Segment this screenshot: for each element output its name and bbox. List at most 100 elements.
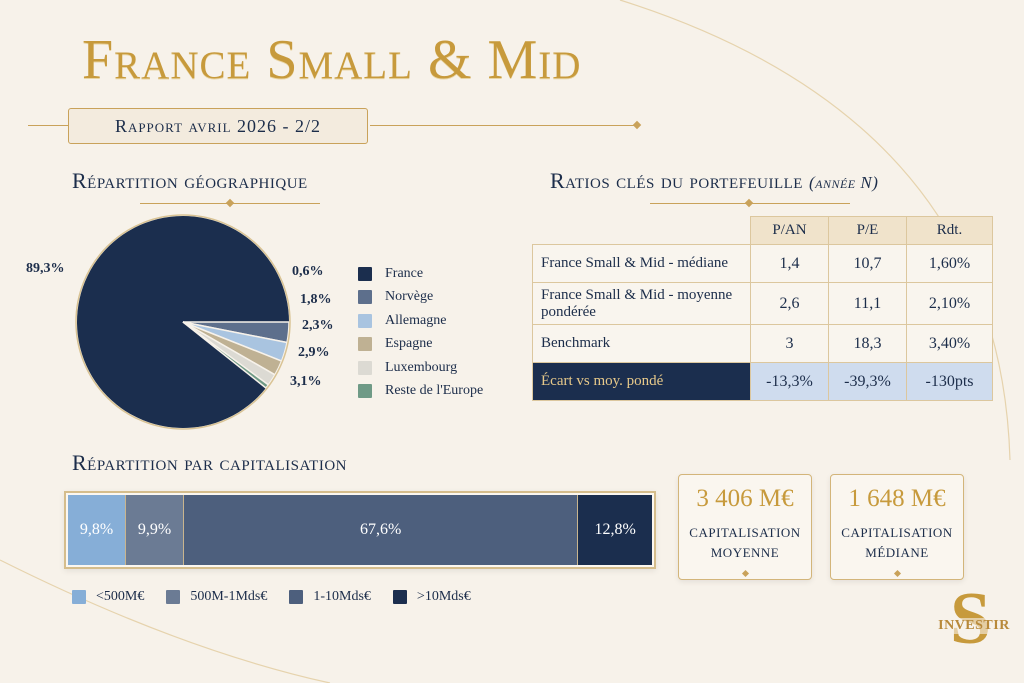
ratios-cell: 1,60% [906, 244, 993, 283]
kpi-value: 3 406 M€ [696, 485, 794, 512]
legend-item: 500M-1Mds€ [166, 589, 267, 605]
legend-label: Luxembourg [385, 359, 458, 375]
pie-value-label: 1,8% [300, 292, 332, 307]
ratios-row-label: France Small & Mid - moyenne pondérée [532, 282, 751, 325]
legend-swatch [358, 313, 372, 328]
cap-segment: 12,8% [577, 495, 652, 565]
kpi-label-line: CAPITALISATION [689, 525, 801, 540]
kpi-ornament [893, 569, 902, 578]
legend-label: France [385, 265, 424, 281]
ratios-cell: 2,10% [906, 282, 993, 325]
ratios-row-label: France Small & Mid - médiane [532, 244, 751, 283]
report-rule-left [28, 125, 68, 126]
cap-segment: 67,6% [182, 495, 578, 565]
legend-label: 1-10Mds€ [313, 589, 371, 604]
table-row: France Small & Mid - moyenne pondérée 2,… [532, 282, 993, 325]
table-row-gap: Écart vs moy. pondé -13,3% -39,3% -130pt… [532, 362, 993, 401]
legend-swatch [72, 590, 86, 604]
ratios-cell: 3,40% [906, 324, 993, 363]
pie-value-label: 2,3% [302, 318, 334, 333]
cap-segment: 9,8% [68, 495, 126, 565]
ratios-row-label: Benchmark [532, 324, 751, 363]
ratios-col-header: P/E [828, 216, 907, 245]
pie-value-label: 2,9% [298, 345, 330, 360]
legend-swatch [358, 384, 372, 399]
ratios-col-header: P/AN [750, 216, 829, 245]
table-row: Benchmark 3 18,3 3,40% [532, 324, 993, 363]
kpi-ornament [741, 569, 750, 578]
ratios-cell: -130pts [906, 362, 993, 401]
legend-swatch [392, 590, 407, 604]
logo-text: INVESTIR [936, 618, 1012, 634]
pie-value-label: 3,1% [290, 374, 322, 389]
ratios-title-ornament [744, 198, 754, 208]
kpi-value: 1 648 M€ [848, 485, 946, 512]
cap-section-title: Répartition par capitalisation [72, 450, 347, 475]
kpi-label: CAPITALISATION MOYENNE [679, 523, 811, 563]
kpi-label-line: CAPITALISATION [841, 525, 953, 540]
ratios-section-title: Ratios clés du portefeuille (année N) [550, 168, 878, 194]
ratios-corner-cell [532, 216, 751, 245]
legend-label: Espagne [385, 336, 433, 352]
geo-title-ornament [225, 198, 235, 208]
legend-item: Reste de l'Europe [358, 380, 483, 404]
ratios-table: P/AN P/E Rdt. France Small & Mid - média… [532, 216, 993, 401]
geo-legend: France Norvège Allemagne Espagne Luxembourg R… [358, 262, 483, 403]
ratios-row-label: Écart vs moy. pondé [532, 362, 751, 401]
cap-stacked-bar: 9,8% 9,9% 67,6% 12,8% [64, 491, 656, 569]
kpi-card-average: 3 406 M€ CAPITALISATION MOYENNE [678, 474, 812, 580]
legend-swatch [358, 290, 372, 305]
ratios-cell: 1,4 [750, 244, 829, 283]
legend-item: >10Mds€ [392, 589, 471, 605]
legend-label: Allemagne [385, 312, 447, 328]
cap-legend: <500M€ 500M-1Mds€ 1-10Mds€ >10Mds€ [72, 589, 493, 605]
investir-logo: S INVESTIR [936, 582, 1012, 668]
ratios-cell: 11,1 [828, 282, 907, 325]
legend-swatch [358, 337, 372, 352]
ratios-cell: 2,6 [750, 282, 829, 325]
report-badge: Rapport avril 2026 - 2/2 [68, 108, 368, 144]
ratios-title: Ratios clés du portefeuille [550, 168, 803, 193]
legend-swatch [289, 590, 304, 604]
ratios-cell: 18,3 [828, 324, 907, 363]
ratios-cell: 10,7 [828, 244, 907, 283]
legend-swatch [166, 590, 181, 604]
legend-item: France [358, 262, 483, 286]
cap-segments: 9,8% 9,9% 67,6% 12,8% [68, 495, 652, 565]
legend-item: <500M€ [72, 589, 144, 605]
legend-item: 1-10Mds€ [289, 589, 371, 605]
geo-pie-chart: 89,3% 3,1% 2,9% 2,3% 1,8% 0,6% [26, 214, 334, 430]
kpi-label-line: MOYENNE [710, 545, 780, 560]
geo-section-title: Répartition géographique [72, 168, 308, 193]
legend-label: Reste de l'Europe [385, 383, 484, 399]
ratios-col-header: Rdt. [906, 216, 993, 245]
legend-swatch [358, 360, 372, 375]
pie-slice-5 [182, 321, 270, 390]
pie-value-label: 0,6% [292, 264, 324, 279]
ratios-cell: 3 [750, 324, 829, 363]
table-row: France Small & Mid - médiane 1,4 10,7 1,… [532, 244, 993, 283]
page-title: France Small & Mid [82, 29, 582, 91]
report-label: Rapport avril 2026 - 2/2 [114, 115, 322, 136]
ratios-header-row: P/AN P/E Rdt. [532, 216, 993, 245]
legend-item: Luxembourg [358, 356, 483, 380]
pie-ring [75, 214, 291, 430]
legend-item: Espagne [358, 333, 483, 357]
ratios-cell: -13,3% [750, 362, 829, 401]
legend-label: <500M€ [96, 589, 145, 604]
legend-label: >10Mds€ [416, 589, 471, 604]
ratios-cell: -39,3% [828, 362, 907, 401]
cap-segment: 9,9% [125, 495, 183, 565]
legend-label: 500M-1Mds€ [190, 589, 268, 604]
legend-item: Norvège [358, 286, 483, 310]
report-rule-ornament [632, 120, 642, 130]
legend-label: Norvège [385, 289, 434, 305]
kpi-card-median: 1 648 M€ CAPITALISATION MÉDIANE [830, 474, 964, 580]
kpi-label-line: MÉDIANE [865, 545, 929, 560]
kpi-label: CAPITALISATION MÉDIANE [831, 523, 963, 563]
pie-value-label: 89,3% [26, 261, 65, 276]
ratios-subtitle: (année N) [808, 173, 879, 192]
report-rule-right [370, 125, 638, 126]
legend-swatch [358, 266, 372, 281]
legend-item: Allemagne [358, 309, 483, 333]
